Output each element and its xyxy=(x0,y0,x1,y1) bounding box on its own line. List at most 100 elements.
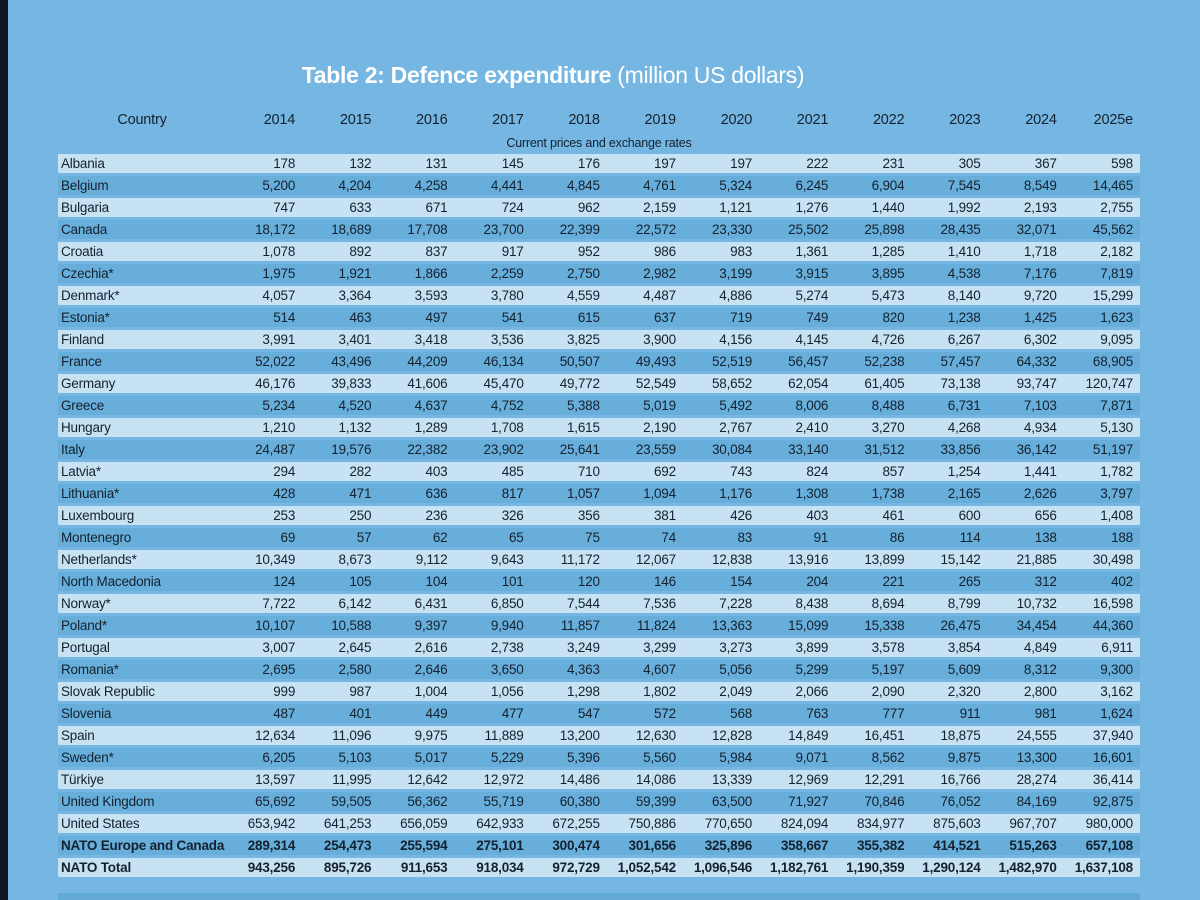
value-cell: 22,399 xyxy=(530,220,607,239)
value-cell: 33,856 xyxy=(911,440,988,459)
table-row: Belgium 5,200 4,204 4,258 4,441 4,845 4,761 5,3… xyxy=(58,176,1140,195)
value-cell: 10,732 xyxy=(987,594,1064,613)
country-cell: Czechia* xyxy=(58,264,226,283)
value-cell: 236 xyxy=(378,506,455,525)
value-cell: 11,824 xyxy=(606,616,683,635)
country-cell: Denmark* xyxy=(58,286,226,305)
column-header-row: Country 2014 2015 2016 2017 2018 2019 20… xyxy=(58,108,1140,132)
value-cell: 9,112 xyxy=(378,550,455,569)
value-cell: 834,977 xyxy=(835,814,912,833)
value-cell: 12,972 xyxy=(454,770,531,789)
value-cell: 2,755 xyxy=(1063,198,1140,217)
value-cell: 857 xyxy=(835,462,912,481)
table-row: NATO Total 943,256 895,726 911,653 918,034 97… xyxy=(58,858,1140,877)
value-cell: 3,578 xyxy=(835,638,912,657)
value-cell: 6,205 xyxy=(226,748,303,767)
value-cell: 45,470 xyxy=(454,374,531,393)
value-cell: 13,899 xyxy=(835,550,912,569)
value-cell: 358,667 xyxy=(759,836,836,855)
value-cell: 1,176 xyxy=(682,484,760,503)
value-cell: 770,650 xyxy=(682,814,760,833)
table-row: Sweden* 6,205 5,103 5,017 5,229 5,396 5,560 5,9… xyxy=(58,748,1140,767)
country-cell: Sweden* xyxy=(58,748,226,767)
value-cell: 8,694 xyxy=(835,594,912,613)
table-row: NATO Europe and Canada 289,314 254,473 255,… xyxy=(58,836,1140,855)
value-cell: 4,607 xyxy=(606,660,683,679)
value-cell: 598 xyxy=(1063,154,1140,173)
value-cell: 60,380 xyxy=(530,792,607,811)
value-cell: 633 xyxy=(302,198,379,217)
left-edge-bar xyxy=(0,0,8,900)
value-cell: 52,022 xyxy=(226,352,303,371)
value-cell: 402 xyxy=(1063,572,1140,591)
value-cell: 743 xyxy=(682,462,760,481)
value-cell: 672,255 xyxy=(530,814,607,833)
value-cell: 4,752 xyxy=(454,396,531,415)
table-row: France 52,022 43,496 44,209 46,134 50,507 49,4… xyxy=(58,352,1140,371)
value-cell: 824,094 xyxy=(759,814,836,833)
value-cell: 10,588 xyxy=(302,616,379,635)
value-cell: 5,229 xyxy=(454,748,531,767)
value-cell: 2,165 xyxy=(911,484,988,503)
value-cell: 1,802 xyxy=(606,682,683,701)
value-cell: 3,797 xyxy=(1063,484,1140,503)
value-cell: 12,828 xyxy=(682,726,760,745)
value-cell: 91 xyxy=(759,528,836,547)
value-cell: 4,559 xyxy=(530,286,607,305)
value-cell: 892 xyxy=(302,242,379,261)
value-cell: 719 xyxy=(682,308,760,327)
table-row: Italy 24,487 19,576 22,382 23,902 25,641 23,55… xyxy=(58,440,1140,459)
value-cell: 3,249 xyxy=(530,638,607,657)
value-cell: 15,299 xyxy=(1063,286,1140,305)
value-cell: 724 xyxy=(454,198,531,217)
value-cell: 7,722 xyxy=(226,594,303,613)
value-cell: 2,750 xyxy=(530,264,607,283)
value-cell: 56,457 xyxy=(759,352,836,371)
value-cell: 13,200 xyxy=(530,726,607,745)
value-cell: 403 xyxy=(759,506,836,525)
value-cell: 11,995 xyxy=(302,770,379,789)
value-cell: 12,969 xyxy=(759,770,836,789)
value-cell: 1,708 xyxy=(454,418,531,437)
value-cell: 11,172 xyxy=(530,550,607,569)
value-cell: 7,103 xyxy=(987,396,1064,415)
value-cell: 14,465 xyxy=(1063,176,1140,195)
value-cell: 16,766 xyxy=(911,770,988,789)
value-cell: 568 xyxy=(682,704,760,723)
value-cell: 59,399 xyxy=(606,792,683,811)
value-cell: 837 xyxy=(378,242,455,261)
value-cell: 1,276 xyxy=(759,198,836,217)
value-cell: 5,299 xyxy=(759,660,836,679)
value-cell: 1,057 xyxy=(530,484,607,503)
value-cell: 32,071 xyxy=(987,220,1064,239)
value-cell: 83 xyxy=(682,528,760,547)
value-cell: 428 xyxy=(226,484,303,503)
value-cell: 75 xyxy=(530,528,607,547)
value-cell: 131 xyxy=(378,154,455,173)
value-cell: 1,052,542 xyxy=(606,858,683,877)
value-cell: 300,474 xyxy=(530,836,607,855)
value-cell: 2,982 xyxy=(606,264,683,283)
value-cell: 93,747 xyxy=(987,374,1064,393)
value-cell: 1,289 xyxy=(378,418,455,437)
table-row: Germany 46,176 39,833 41,606 45,470 49,772 52,… xyxy=(58,374,1140,393)
value-cell: 25,641 xyxy=(530,440,607,459)
value-cell: 4,761 xyxy=(606,176,683,195)
table-body: Albania 178 132 131 145 176 197 197 222 231 305 367… xyxy=(58,154,1140,877)
value-cell: 9,095 xyxy=(1063,330,1140,349)
value-cell: 5,197 xyxy=(835,660,912,679)
value-cell: 138 xyxy=(987,528,1064,547)
value-cell: 197 xyxy=(606,154,683,173)
value-cell: 7,176 xyxy=(987,264,1064,283)
value-cell: 9,720 xyxy=(987,286,1064,305)
value-cell: 3,536 xyxy=(454,330,531,349)
value-cell: 2,767 xyxy=(682,418,760,437)
value-cell: 16,451 xyxy=(835,726,912,745)
value-cell: 637 xyxy=(606,308,683,327)
value-cell: 4,886 xyxy=(682,286,760,305)
value-cell: 1,238 xyxy=(911,308,988,327)
value-cell: 5,492 xyxy=(682,396,760,415)
country-cell: North Macedonia xyxy=(58,572,226,591)
value-cell: 36,414 xyxy=(1063,770,1140,789)
value-cell: 101 xyxy=(454,572,531,591)
